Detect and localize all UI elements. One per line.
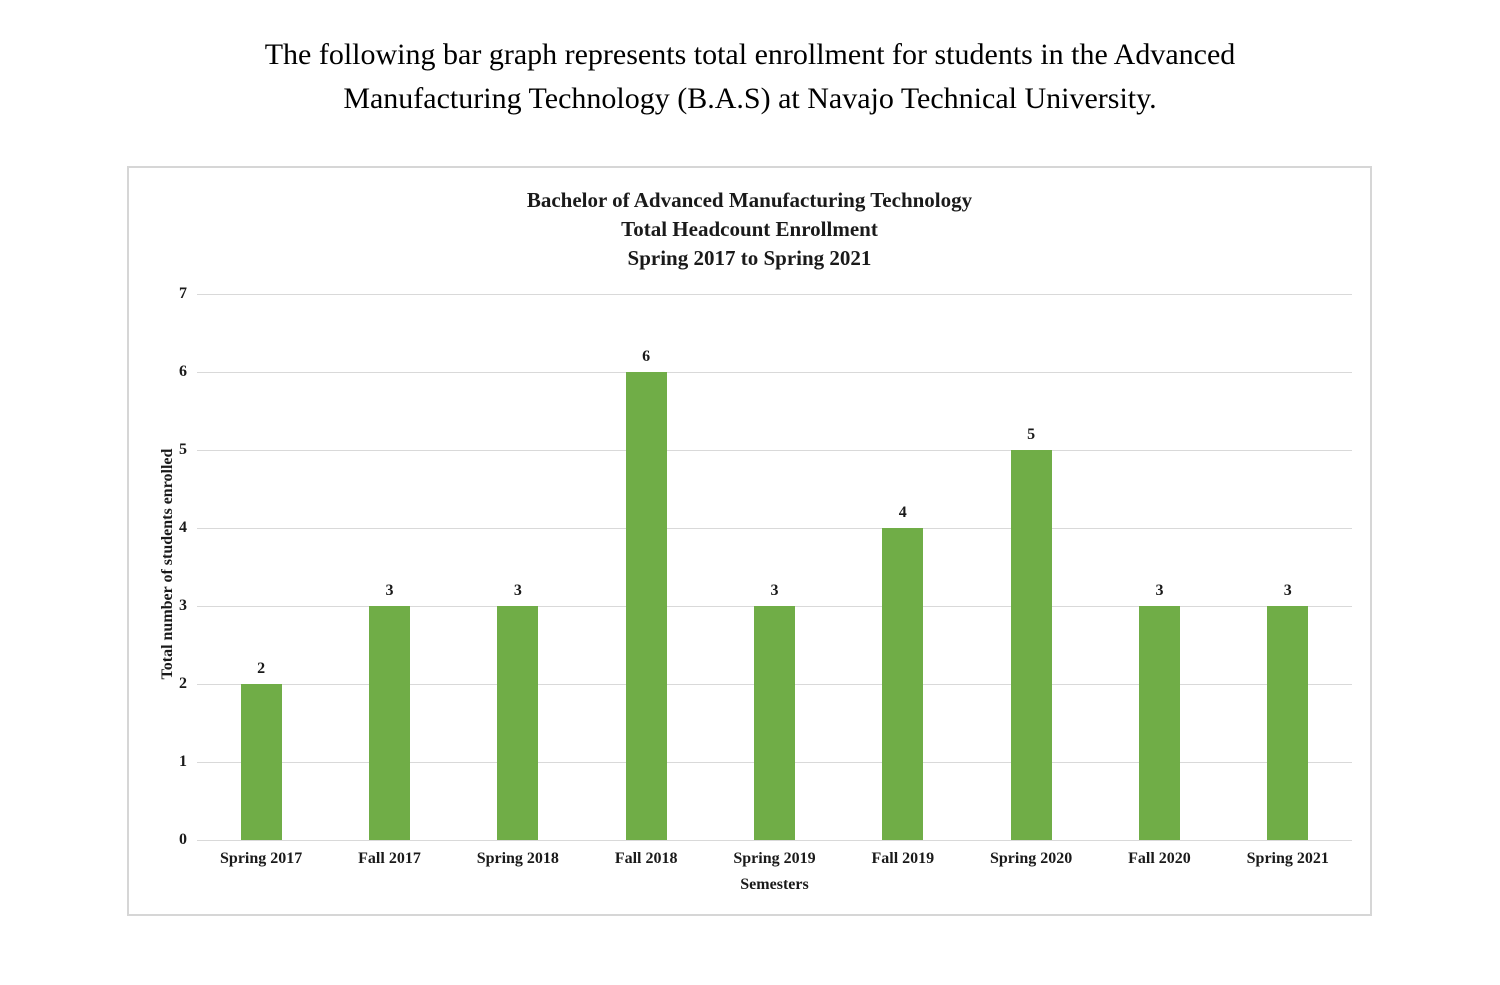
gridline-y0 [197, 840, 1352, 841]
bar-slot-4: 6 [582, 294, 710, 840]
bar-slot-2: 3 [325, 294, 453, 840]
bar-spring-2017 [240, 684, 282, 840]
gridline-y4 [197, 528, 1352, 529]
bar-value-label: 3 [770, 582, 779, 599]
bar-value-label: 4 [898, 504, 907, 521]
gridline-y6 [197, 372, 1352, 373]
gridline-y5 [197, 450, 1352, 451]
bar-spring-2021 [1267, 606, 1309, 840]
gridline-y7 [197, 294, 1352, 295]
chart-title: Bachelor of Advanced Manufacturing Techn… [129, 186, 1370, 273]
x-tick-label-4: Fall 2018 [614, 850, 678, 867]
x-axis-title: Semesters [740, 876, 809, 893]
page-heading: The following bar graph represents total… [0, 33, 1500, 121]
x-tick-label-2: Fall 2017 [358, 850, 421, 867]
bar-fall-2020 [1138, 606, 1180, 840]
chart-title-line1: Bachelor of Advanced Manufacturing Techn… [526, 188, 973, 212]
x-tick-label-1: Spring 2017 [220, 850, 303, 867]
y-tick-label-1: 1 [179, 753, 187, 770]
x-tick-label-5: Spring 2019 [733, 850, 816, 867]
chart-frame: Bachelor of Advanced Manufacturing Techn… [127, 166, 1372, 916]
bar-value-label: 3 [513, 582, 522, 599]
bar-slot-5: 3 [710, 294, 838, 840]
x-tick-label-8: Fall 2020 [1128, 850, 1191, 867]
bar-value-label: 5 [1027, 426, 1036, 443]
page-heading-line1: The following bar graph represents total… [264, 38, 1236, 71]
x-tick-label-6: Fall 2019 [871, 850, 935, 867]
y-tick-label-3: 3 [179, 597, 187, 614]
bar-value-label: 6 [642, 348, 651, 365]
y-tick-label-4: 4 [179, 519, 187, 536]
bar-value-label: 3 [385, 582, 394, 599]
y-tick-label-5: 5 [179, 441, 187, 458]
bar-fall-2017 [368, 606, 410, 840]
bar-value-label: 3 [1155, 582, 1164, 599]
x-axis-labels: Spring 2017 Fall 2017 Spring 2018 Fall 2018… [197, 850, 1352, 868]
bar-value-label: 2 [257, 660, 266, 677]
bar-slot-9: 3 [1224, 294, 1352, 840]
y-axis-title: Total number of students enrolled [159, 448, 176, 680]
bars-container: 2 3 3 6 3 4 5 3 3 [197, 294, 1352, 840]
bar-slot-6: 4 [839, 294, 967, 840]
y-tick-label-6: 6 [179, 363, 187, 380]
bar-slot-3: 3 [454, 294, 582, 840]
bar-spring-2018 [497, 606, 539, 840]
plot-area: 0 1 2 3 4 5 6 7 2 3 3 6 3 4 5 3 3 [179, 285, 1352, 848]
bar-spring-2019 [753, 606, 795, 840]
y-tick-label-2: 2 [179, 675, 187, 692]
bar-spring-2020 [1010, 450, 1052, 840]
y-tick-label-0: 0 [179, 831, 187, 848]
x-tick-label-3: Spring 2018 [476, 850, 559, 867]
bar-slot-8: 3 [1095, 294, 1223, 840]
bar-fall-2019 [882, 528, 924, 840]
x-tick-label-7: Spring 2020 [990, 850, 1073, 867]
bar-value-label: 3 [1283, 582, 1292, 599]
x-tick-label-9: Spring 2021 [1246, 850, 1329, 867]
page-heading-line2: Manufacturing Technology (B.A.S) at Nava… [343, 82, 1157, 115]
chart-title-line2: Total Headcount Enrollment [621, 217, 878, 241]
y-tick-label-7: 7 [179, 285, 187, 302]
chart-title-line3: Spring 2017 to Spring 2021 [627, 246, 872, 270]
bar-slot-7: 5 [967, 294, 1095, 840]
bar-fall-2018 [625, 372, 667, 840]
bar-slot-1: 2 [197, 294, 325, 840]
